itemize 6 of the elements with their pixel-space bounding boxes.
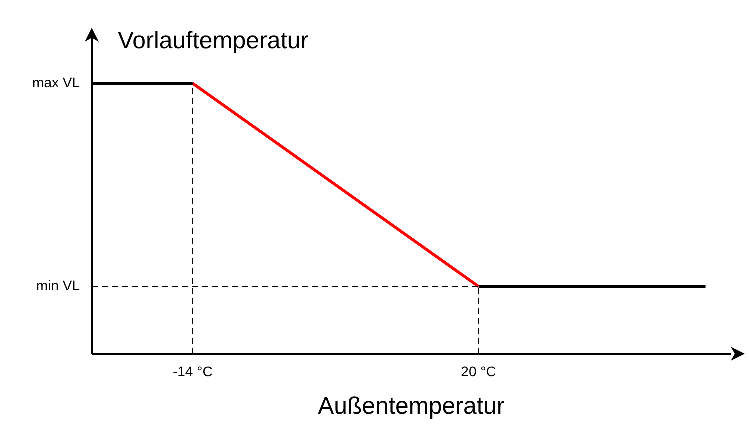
y-axis-title: Vorlauftemperatur [118,28,309,55]
x-tick-label: -14 °C [172,364,213,380]
annotation: max VL [32,74,80,90]
x-axis-title: Außentemperatur [318,393,505,420]
x-tick-label: 20 °C [461,364,496,380]
ref-line-label: min VL [36,278,80,294]
